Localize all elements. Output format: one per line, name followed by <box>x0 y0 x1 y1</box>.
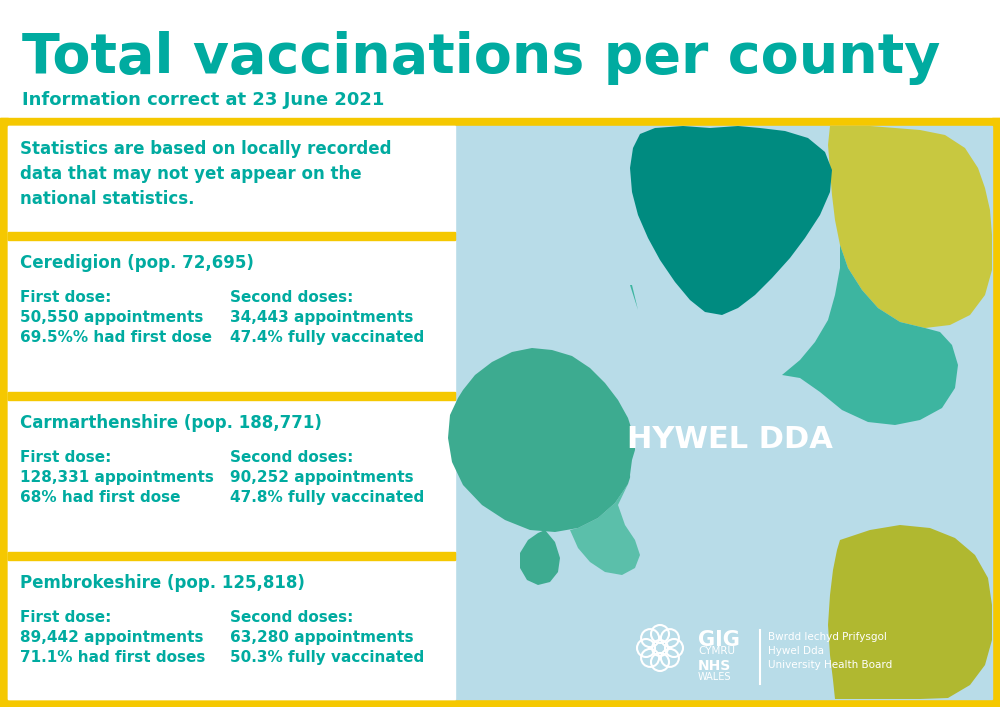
Text: CYMRU: CYMRU <box>698 646 735 656</box>
Polygon shape <box>828 126 992 328</box>
Polygon shape <box>630 245 958 425</box>
Bar <box>0 118 1000 126</box>
Text: 71.1% had first doses: 71.1% had first doses <box>20 650 205 665</box>
Text: 89,442 appointments: 89,442 appointments <box>20 630 204 645</box>
Text: 90,252 appointments: 90,252 appointments <box>230 470 414 485</box>
Polygon shape <box>570 383 640 575</box>
Polygon shape <box>448 348 635 532</box>
Bar <box>455 126 992 699</box>
Text: Bwrdd Iechyd Prifysgol: Bwrdd Iechyd Prifysgol <box>768 632 887 642</box>
Text: 47.8% fully vaccinated: 47.8% fully vaccinated <box>230 490 424 505</box>
Text: University Health Board: University Health Board <box>768 660 892 670</box>
Text: Carmarthenshire (pop. 188,771): Carmarthenshire (pop. 188,771) <box>20 414 322 432</box>
Bar <box>8 400 455 552</box>
Text: Information correct at 23 June 2021: Information correct at 23 June 2021 <box>22 91 384 109</box>
Bar <box>8 126 455 699</box>
Bar <box>8 240 455 392</box>
Text: 128,331 appointments: 128,331 appointments <box>20 470 214 485</box>
Bar <box>8 392 455 400</box>
Bar <box>8 560 455 699</box>
Polygon shape <box>630 126 832 315</box>
Bar <box>0 118 8 707</box>
Text: Second doses:: Second doses: <box>230 290 353 305</box>
Bar <box>8 126 455 232</box>
Text: Statistics are based on locally recorded
data that may not yet appear on the
nat: Statistics are based on locally recorded… <box>20 140 392 208</box>
Text: Second doses:: Second doses: <box>230 610 353 625</box>
Text: First dose:: First dose: <box>20 290 111 305</box>
Text: Hywel Dda: Hywel Dda <box>768 646 824 656</box>
Bar <box>8 552 455 560</box>
Text: HYWEL DDA: HYWEL DDA <box>627 426 833 455</box>
Text: 68% had first dose: 68% had first dose <box>20 490 180 505</box>
Text: 47.4% fully vaccinated: 47.4% fully vaccinated <box>230 330 424 345</box>
Polygon shape <box>520 530 560 585</box>
Bar <box>8 232 455 240</box>
Text: 50,550 appointments: 50,550 appointments <box>20 310 203 325</box>
Text: Second doses:: Second doses: <box>230 450 353 465</box>
Text: Total vaccinations per county: Total vaccinations per county <box>22 31 940 85</box>
Bar <box>0 0 1000 118</box>
Bar <box>992 118 1000 707</box>
Polygon shape <box>630 438 718 516</box>
Text: NHS: NHS <box>698 659 731 673</box>
Text: Ceredigion (pop. 72,695): Ceredigion (pop. 72,695) <box>20 254 254 272</box>
Text: First dose:: First dose: <box>20 450 111 465</box>
Text: 34,443 appointments: 34,443 appointments <box>230 310 413 325</box>
Bar <box>0 699 1000 707</box>
Text: 63,280 appointments: 63,280 appointments <box>230 630 414 645</box>
Text: Pembrokeshire (pop. 125,818): Pembrokeshire (pop. 125,818) <box>20 574 305 592</box>
Text: GIG: GIG <box>698 630 740 650</box>
Text: 69.5%% had first dose: 69.5%% had first dose <box>20 330 212 345</box>
Text: 50.3% fully vaccinated: 50.3% fully vaccinated <box>230 650 424 665</box>
Polygon shape <box>828 525 992 699</box>
Text: WALES: WALES <box>698 672 732 682</box>
Text: First dose:: First dose: <box>20 610 111 625</box>
